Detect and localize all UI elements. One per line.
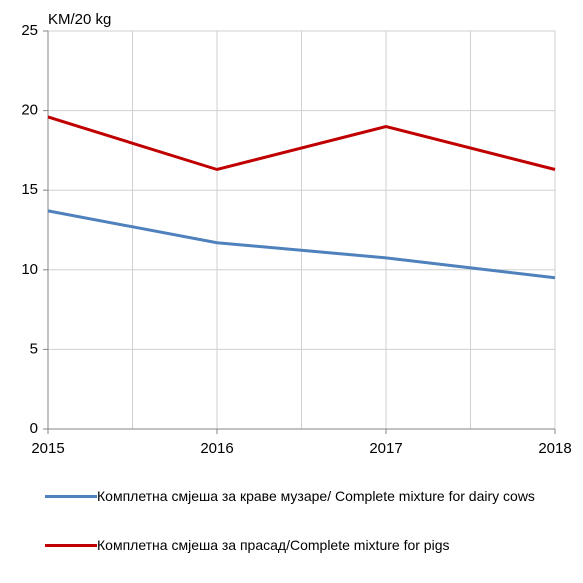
x-tick-label: 2018 [538, 440, 571, 457]
chart: KM/20 kg 0 5 10 15 20 25 2015 2016 2017 2018 [21, 11, 571, 457]
y-tick-label: 20 [21, 102, 38, 119]
legend-entry: Комплетна смјеша за краве музаре/ Comple… [45, 486, 570, 506]
y-axis-label: KM/20 kg [48, 11, 111, 28]
series-line [47, 209, 556, 280]
y-tick-label: 0 [30, 420, 38, 437]
legend-entry: Комплетна смјеша за прасад/Complete mixt… [45, 535, 570, 555]
legend-swatch [45, 544, 97, 547]
y-tick-label: 10 [21, 261, 38, 278]
series-line [47, 115, 556, 172]
x-tick-label: 2015 [31, 440, 64, 457]
legend-label: Комплетна смјеша за прасад/Complete mixt… [97, 537, 450, 553]
y-tick-label: 5 [30, 340, 38, 357]
y-tick-label: 15 [21, 181, 38, 198]
y-tick-label: 25 [21, 22, 38, 39]
x-tick-label: 2017 [369, 440, 402, 457]
x-tick-label: 2016 [200, 440, 233, 457]
legend-label: Комплетна смјеша за краве музаре/ Comple… [97, 488, 535, 504]
legend-swatch [45, 495, 97, 498]
